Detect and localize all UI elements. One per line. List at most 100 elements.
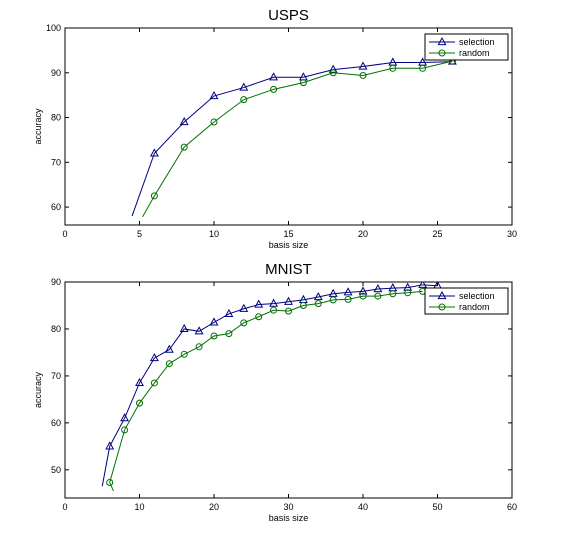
data-point-random: [419, 64, 427, 72]
data-point-random: [180, 350, 188, 358]
y-tick-label: 90: [51, 68, 61, 78]
series-group: [131, 56, 457, 218]
data-point-random: [121, 426, 129, 434]
data-point-random: [210, 332, 218, 340]
x-tick-label: 50: [432, 502, 442, 512]
x-tick-label: 5: [137, 229, 142, 239]
data-point-selection: [313, 291, 323, 301]
data-point-random: [404, 289, 412, 297]
plot-frame: [64, 281, 513, 499]
data-point-random: [150, 192, 158, 200]
legend-label: random: [459, 302, 490, 312]
data-point-random: [299, 301, 307, 309]
legend-box: [424, 33, 509, 61]
data-point-random: [285, 307, 292, 315]
plot-frame: [64, 27, 513, 226]
data-point-random: [314, 300, 322, 308]
data-point-selection: [343, 287, 353, 296]
y-axis-label: accuracy: [33, 371, 43, 408]
data-point-selection: [328, 64, 338, 73]
chart-1: MNIST 0 10 20 30 40 50 60 50 60 70 80 90 basis size ac…: [33, 261, 517, 523]
data-point-random: [225, 330, 233, 338]
data-point-random: [210, 118, 218, 126]
data-point-random: [389, 64, 397, 72]
x-axis-label: basis size: [269, 513, 309, 523]
data-point-random: [374, 292, 382, 300]
y-tick-label: 70: [51, 371, 61, 381]
data-point-selection: [105, 441, 115, 450]
data-point-selection: [149, 148, 159, 157]
chart-title: MNIST: [265, 261, 312, 278]
data-point-random: [165, 360, 173, 368]
data-point-random: [180, 143, 188, 151]
data-point-selection: [149, 353, 159, 362]
x-tick-label: 10: [209, 229, 219, 239]
data-point-random: [240, 96, 248, 104]
y-tick-label: 80: [51, 113, 61, 123]
y-axis-label: accuracy: [33, 108, 43, 145]
chart-title: USPS: [268, 7, 309, 24]
data-point-selection: [209, 91, 219, 100]
data-point-random: [329, 296, 337, 304]
data-point-selection: [358, 286, 368, 295]
legend-label: selection: [459, 37, 495, 47]
data-point-random: [329, 69, 337, 77]
y-tick-label: 100: [46, 23, 61, 33]
legend-box: [424, 287, 509, 315]
data-point-random: [136, 399, 143, 407]
data-point-random: [240, 319, 248, 327]
x-tick-label: 20: [209, 502, 219, 512]
data-point-random: [299, 79, 307, 87]
y-tick-label: 70: [51, 157, 61, 167]
data-point-selection: [179, 323, 189, 333]
x-tick-label: 30: [283, 502, 293, 512]
data-point-random: [195, 343, 203, 351]
x-tick-label: 30: [507, 229, 517, 239]
data-point-selection: [120, 413, 130, 422]
data-point-selection: [224, 308, 234, 318]
x-tick-label: 0: [62, 229, 67, 239]
x-tick-label: 25: [432, 229, 442, 239]
data-point-selection: [194, 326, 204, 335]
x-tick-label: 60: [507, 502, 517, 512]
series-line-random: [142, 60, 453, 218]
y-tick-label: 60: [51, 418, 61, 428]
data-point-selection: [269, 298, 279, 307]
data-point-selection: [179, 116, 189, 126]
data-point-random: [255, 313, 263, 321]
legend-marker-random: [438, 49, 446, 57]
data-point-selection: [209, 317, 219, 326]
data-point-selection: [284, 296, 293, 305]
y-tick-label: 60: [51, 202, 61, 212]
data-point-random: [359, 292, 367, 300]
legend-marker-selection: [437, 290, 447, 300]
data-point-selection: [373, 283, 383, 293]
data-point-selection: [239, 303, 249, 312]
data-point-selection: [358, 61, 368, 70]
data-point-selection: [135, 377, 144, 387]
data-point-selection: [418, 282, 428, 288]
x-axis-label: basis size: [269, 240, 309, 250]
series-line-selection: [131, 61, 453, 217]
data-point-random: [344, 295, 352, 303]
x-tick-label: 10: [134, 502, 144, 512]
data-point-random: [270, 306, 278, 314]
x-tick-label: 20: [358, 229, 368, 239]
data-point-selection: [164, 344, 174, 353]
legend-marker-selection: [437, 36, 447, 46]
data-point-random: [270, 85, 278, 93]
chart-0: USPS 0 5 10 15 20 25 30 60 70 80 90 100 basis size acc…: [33, 7, 517, 250]
x-tick-label: 15: [283, 229, 293, 239]
data-point-random: [150, 379, 158, 387]
data-point-selection: [254, 299, 264, 308]
y-tick-label: 80: [51, 324, 61, 334]
data-point-random: [359, 71, 367, 79]
y-tick-label: 50: [51, 465, 61, 475]
data-point-selection: [328, 288, 338, 297]
series-group: [101, 282, 442, 492]
x-tick-label: 40: [358, 502, 368, 512]
data-point-selection: [269, 72, 279, 81]
legend-label: selection: [459, 291, 495, 301]
